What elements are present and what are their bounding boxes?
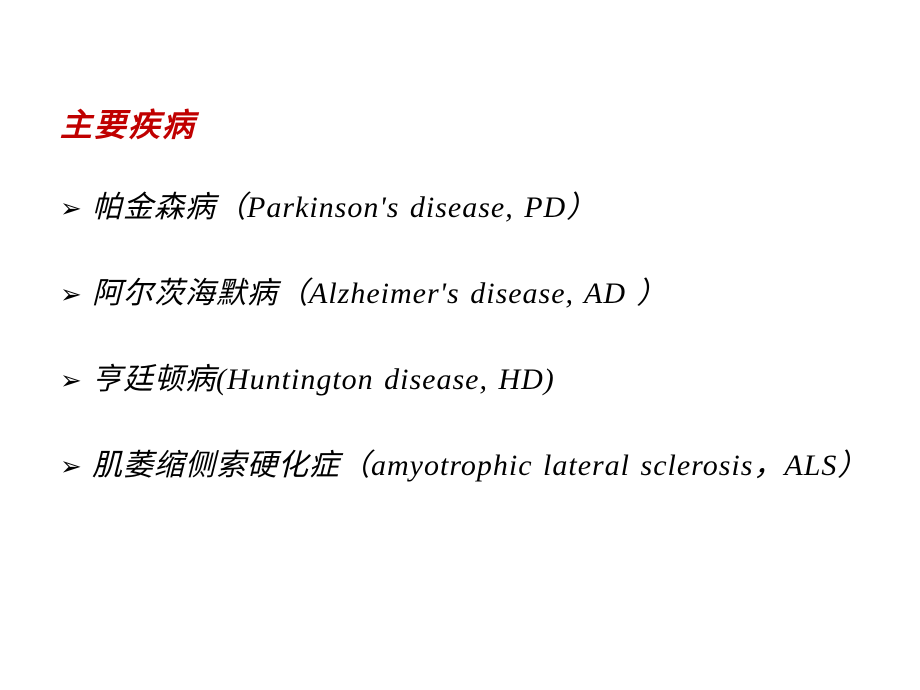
bullet-text: 帕金森病（Parkinson's disease, PD）: [92, 184, 860, 232]
list-item: ➢ 帕金森病（Parkinson's disease, PD）: [60, 184, 860, 232]
bullet-marker-icon: ➢: [60, 270, 92, 316]
bullet-marker-icon: ➢: [60, 184, 92, 230]
bullet-list: ➢ 帕金森病（Parkinson's disease, PD） ➢ 阿尔茨海默病…: [60, 184, 860, 490]
bullet-text: 阿尔茨海默病（Alzheimer's disease, AD ）: [92, 270, 860, 318]
bullet-text: 肌萎缩侧索硬化症（amyotrophic lateral sclerosis，A…: [92, 442, 860, 490]
slide-container: 主要疾病 ➢ 帕金森病（Parkinson's disease, PD） ➢ 阿…: [0, 0, 920, 568]
list-item: ➢ 肌萎缩侧索硬化症（amyotrophic lateral sclerosis…: [60, 442, 860, 490]
bullet-marker-icon: ➢: [60, 356, 92, 402]
bullet-marker-icon: ➢: [60, 442, 92, 488]
list-item: ➢ 阿尔茨海默病（Alzheimer's disease, AD ）: [60, 270, 860, 318]
slide-heading: 主要疾病: [60, 100, 860, 146]
list-item: ➢ 亨廷顿病(Huntington disease, HD): [60, 356, 860, 404]
bullet-text: 亨廷顿病(Huntington disease, HD): [92, 356, 860, 404]
